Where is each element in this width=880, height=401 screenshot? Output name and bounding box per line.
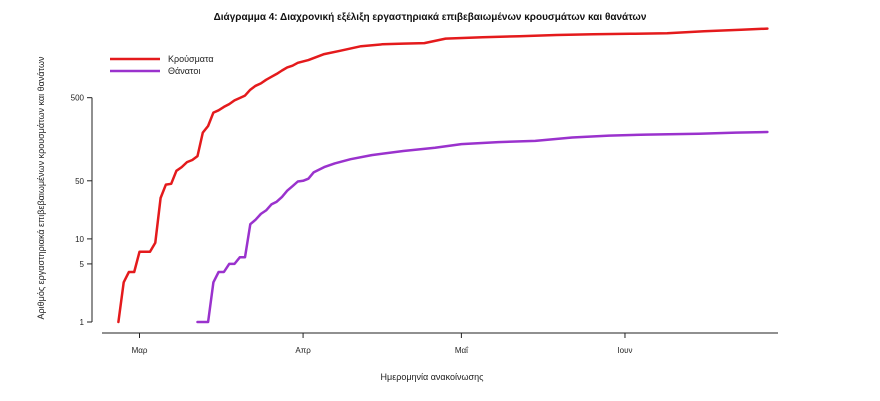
- legend-label-deaths: Θάνατοι: [168, 66, 200, 76]
- series-line-deaths: [196, 130, 769, 324]
- x-tick-label: Μαρ: [132, 346, 148, 355]
- x-axis-label: Ημερομηνία ανακοίνωσης: [381, 372, 485, 382]
- y-axis-label: Αριθμός εργαστηριακά επιβεβαιωμένων κρου…: [36, 56, 46, 319]
- legend-label-cases: Κρούσματα: [168, 54, 214, 64]
- chart-title: Διάγραμμα 4: Διαχρονική εξέλιξη εργαστηρ…: [214, 12, 647, 23]
- y-axis: 1 5 10 50 500: [71, 94, 93, 327]
- series-layer: [117, 27, 769, 324]
- x-tick-label: Ιουν: [617, 346, 632, 355]
- legend: Κρούσματα Θάνατοι: [110, 54, 214, 76]
- x-axis: Μαρ Απρ Μαΐ Ιουν: [102, 332, 778, 355]
- y-tick-label: 10: [75, 235, 84, 244]
- x-tick-label: Μαΐ: [455, 346, 469, 355]
- y-tick-label: 50: [75, 177, 84, 186]
- y-tick-label: 500: [71, 94, 85, 103]
- series-line-cases: [117, 27, 769, 324]
- x-tick-label: Απρ: [295, 346, 311, 355]
- y-tick-label: 1: [80, 318, 85, 327]
- y-tick-label: 5: [80, 260, 85, 269]
